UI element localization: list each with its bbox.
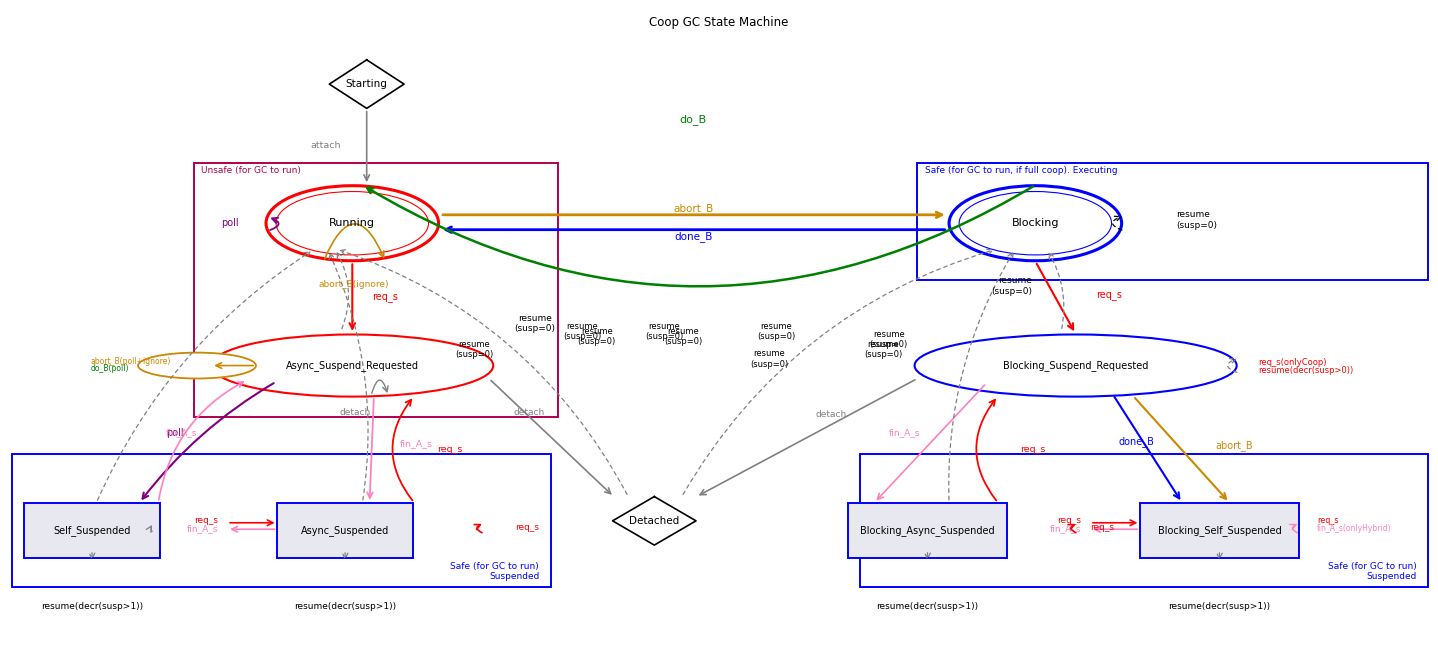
Bar (194, 163, 558, 417)
Ellipse shape (915, 334, 1237, 397)
FancyBboxPatch shape (23, 503, 160, 558)
Text: abort_B(ignore): abort_B(ignore) (318, 280, 390, 289)
FancyBboxPatch shape (276, 503, 414, 558)
Text: req_s: req_s (1096, 291, 1122, 301)
Text: fin_A_s: fin_A_s (1050, 524, 1081, 533)
Text: req_s: req_s (194, 516, 219, 525)
Text: resume
(susp=0): resume (susp=0) (864, 340, 902, 359)
Text: resume
(susp=0): resume (susp=0) (870, 330, 907, 349)
Polygon shape (329, 60, 404, 108)
Text: Unsafe (for GC to run): Unsafe (for GC to run) (201, 166, 301, 175)
Text: resume(decr(susp>1)): resume(decr(susp>1)) (40, 602, 144, 611)
FancyBboxPatch shape (1140, 503, 1299, 558)
Text: resume(decr(susp>1)): resume(decr(susp>1)) (876, 602, 979, 611)
Text: Coop GC State Machine: Coop GC State Machine (650, 16, 788, 29)
Text: Suspended: Suspended (1366, 572, 1416, 581)
Text: abort_B(poll+ignore): abort_B(poll+ignore) (91, 357, 171, 366)
Text: fin_A_s: fin_A_s (165, 428, 197, 437)
Text: resume
(susp=0): resume (susp=0) (758, 322, 795, 341)
Text: Blocking_Async_Suspended: Blocking_Async_Suspended (860, 525, 995, 536)
Text: Safe (for GC to run): Safe (for GC to run) (1327, 562, 1416, 571)
Text: fin_A_s: fin_A_s (187, 524, 219, 533)
Text: fin_A_s(onlyHybrid): fin_A_s(onlyHybrid) (1317, 524, 1392, 533)
Text: Blocking_Self_Suspended: Blocking_Self_Suspended (1158, 525, 1281, 536)
Text: req_s(onlyCoop): req_s(onlyCoop) (1258, 358, 1327, 367)
Text: Blocking: Blocking (1011, 218, 1060, 228)
Text: Self_Suspended: Self_Suspended (53, 525, 131, 536)
Text: Blocking_Suspend_Requested: Blocking_Suspend_Requested (1002, 360, 1149, 371)
Text: req_s: req_s (1020, 445, 1045, 454)
Text: req_s: req_s (1057, 516, 1081, 525)
Text: do_B: do_B (680, 115, 706, 125)
Text: req_s: req_s (437, 445, 463, 454)
Text: resume
(susp=0): resume (susp=0) (751, 349, 788, 369)
Text: Async_Suspended: Async_Suspended (301, 525, 390, 536)
Ellipse shape (949, 186, 1122, 261)
Ellipse shape (266, 186, 439, 261)
Text: abort_B: abort_B (673, 203, 713, 214)
Text: resume
(susp=0): resume (susp=0) (991, 276, 1032, 296)
Bar (12, 454, 551, 587)
Text: req_s: req_s (515, 523, 539, 532)
Text: resume
(susp=0): resume (susp=0) (664, 327, 702, 346)
Text: abort_B: abort_B (1215, 440, 1252, 450)
Text: detach: detach (513, 408, 545, 417)
Text: req_s: req_s (372, 292, 398, 303)
Text: poll: poll (221, 218, 239, 228)
Text: resume(decr(susp>0)): resume(decr(susp>0)) (1258, 366, 1353, 375)
Text: fin_A_s: fin_A_s (400, 439, 433, 448)
Text: resume(decr(susp>1)): resume(decr(susp>1)) (293, 602, 397, 611)
Text: Async_Suspend_Requested: Async_Suspend_Requested (286, 360, 418, 371)
Bar (917, 163, 1428, 280)
Text: done_B: done_B (674, 231, 712, 241)
Ellipse shape (276, 192, 429, 255)
Text: resume
(susp=0): resume (susp=0) (456, 340, 493, 359)
Text: resume(decr(susp>1)): resume(decr(susp>1)) (1168, 602, 1271, 611)
Text: req_s: req_s (1317, 516, 1339, 525)
Polygon shape (613, 497, 696, 545)
Ellipse shape (138, 353, 256, 378)
Text: Safe (for GC to run, if full coop). Executing: Safe (for GC to run, if full coop). Exec… (925, 166, 1117, 175)
Text: resume
(susp=0): resume (susp=0) (646, 322, 683, 341)
Text: Suspended: Suspended (489, 572, 539, 581)
Text: req_s: req_s (1090, 523, 1114, 532)
FancyBboxPatch shape (848, 503, 1007, 558)
Text: resume
(susp=0): resume (susp=0) (1176, 210, 1218, 230)
Text: Running: Running (329, 218, 375, 228)
Text: Safe (for GC to run): Safe (for GC to run) (450, 562, 539, 571)
Text: attach: attach (311, 141, 341, 150)
Text: Detached: Detached (630, 516, 679, 526)
Text: fin_A_s: fin_A_s (889, 428, 920, 437)
Text: resume
(susp=0): resume (susp=0) (515, 314, 555, 333)
Text: do_B(poll): do_B(poll) (91, 364, 129, 373)
Text: resume
(susp=0): resume (susp=0) (578, 327, 615, 346)
Text: detach: detach (339, 408, 371, 417)
Ellipse shape (211, 334, 493, 397)
Ellipse shape (959, 192, 1112, 255)
Text: resume
(susp=0): resume (susp=0) (564, 322, 601, 341)
Text: Starting: Starting (345, 79, 388, 89)
Bar (860, 454, 1428, 587)
Text: detach: detach (815, 410, 847, 419)
Text: done_B: done_B (1119, 436, 1155, 446)
Text: poll: poll (167, 428, 184, 439)
